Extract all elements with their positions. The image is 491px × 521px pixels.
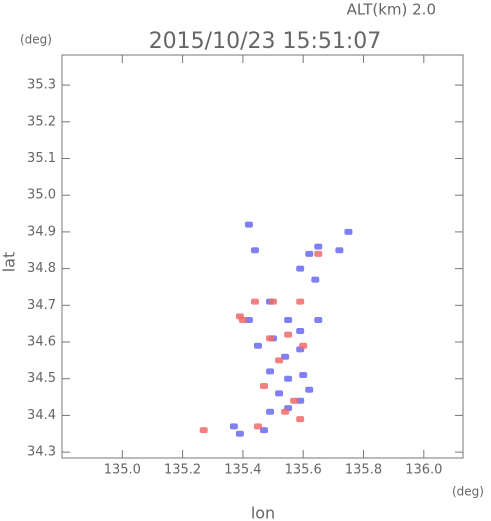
echo-point: [296, 397, 305, 404]
y-tick-label: 34.6: [27, 335, 56, 350]
y-tick-label: 34.7: [27, 298, 56, 313]
echo-point: [314, 243, 323, 250]
echo-point: [275, 357, 284, 364]
echo-point: [266, 368, 275, 375]
echo-point: [235, 430, 244, 437]
x-tick-label: 135.4: [224, 463, 261, 478]
echo-point: [299, 342, 308, 349]
chart-title: 2015/10/23 15:51:07: [149, 29, 382, 54]
echo-point: [284, 331, 293, 338]
x-tick-label: 136.0: [405, 463, 442, 478]
y-tick-label: 35.0: [27, 188, 56, 203]
y-unit: (deg): [20, 33, 52, 47]
y-tick-label: 34.5: [27, 371, 56, 386]
echo-point: [296, 265, 305, 272]
echo-point: [305, 250, 314, 257]
echo-point: [290, 397, 299, 404]
echo-point: [266, 335, 275, 342]
y-tick-label: 34.4: [27, 408, 56, 423]
echo-point: [260, 383, 269, 390]
echo-point: [266, 408, 275, 415]
echo-point: [269, 298, 278, 305]
echo-point: [296, 416, 305, 423]
echo-point: [244, 316, 253, 323]
echo-point: [244, 221, 253, 228]
echo-point: [296, 328, 305, 335]
echo-point: [199, 427, 208, 434]
x-tick-label: 135.8: [345, 463, 382, 478]
y-tick-label: 34.9: [27, 224, 56, 239]
echo-point: [299, 372, 308, 379]
echo-point: [281, 353, 290, 360]
echo-point: [335, 247, 344, 254]
echo-point: [296, 298, 305, 305]
echo-point: [284, 316, 293, 323]
echo-point: [284, 375, 293, 382]
echo-point: [260, 427, 269, 434]
x-tick-label: 135.6: [285, 463, 322, 478]
x-tick-label: 135.2: [164, 463, 201, 478]
echo-point: [311, 276, 320, 283]
chart-subtitle: ALT(km) 2.0: [347, 1, 436, 19]
echo-point: [275, 390, 284, 397]
echo-point: [281, 408, 290, 415]
echo-point: [344, 228, 353, 235]
echo-point: [253, 342, 262, 349]
y-tick-label: 34.8: [27, 261, 56, 276]
echo-point: [250, 298, 259, 305]
y-axis-label: lat: [0, 252, 19, 273]
echo-point: [253, 423, 262, 430]
x-unit: (deg): [452, 485, 484, 499]
y-tick-label: 35.1: [27, 151, 56, 166]
x-tick-label: 135.0: [104, 463, 141, 478]
echo-point: [229, 423, 238, 430]
echo-point: [314, 316, 323, 323]
echo-point: [314, 250, 323, 257]
plot-frame: [61, 54, 464, 459]
y-tick-label: 34.3: [27, 445, 56, 460]
echo-point: [235, 313, 244, 320]
x-axis-label: lon: [251, 504, 275, 521]
y-tick-label: 35.3: [27, 78, 56, 93]
echo-point: [250, 247, 259, 254]
y-tick-label: 35.2: [27, 114, 56, 129]
echo-point: [305, 386, 314, 393]
